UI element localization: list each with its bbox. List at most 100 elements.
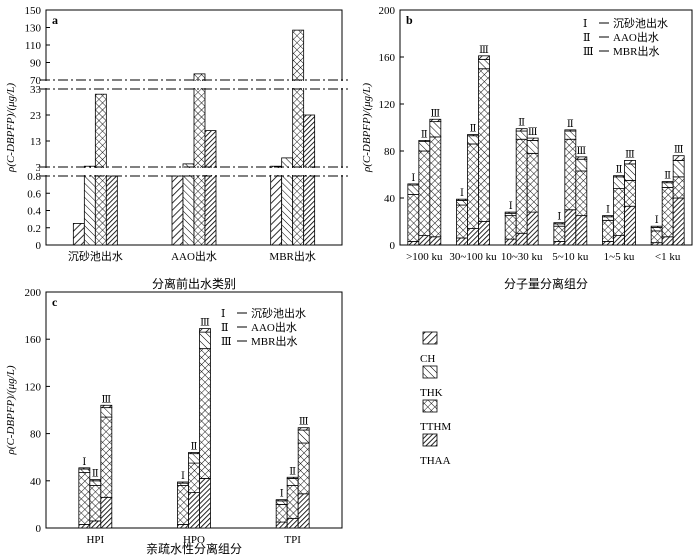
group-mark: Ⅰ [411,173,415,184]
bar-1-ku-g2-thaa [661,236,674,246]
bar-1-ku-g3-thk [672,159,685,178]
bar-1-ku-g1-thk [650,226,663,232]
bar-1-5-ku-g3-tthm [624,179,636,207]
bar-100-ku-g2-tthm [418,150,431,236]
x-tick-label: 30~100 ku [449,251,497,263]
bar-1-ku-g1-ch [650,225,663,228]
y-tick-label: 110 [25,40,42,52]
bar-tpi-g3-tthm [297,442,310,495]
y-tick-label: 40 [384,193,396,205]
x-tick-label: TPI [284,534,301,546]
group-mark: Ⅱ [191,441,198,452]
bar-mbr-ch [270,165,283,246]
x-tick-label: HPO [183,534,205,546]
bar-30-100-ku-g2-tthm [467,143,479,229]
legend: CH THK TTHM THAA [420,331,451,467]
group-mark: Ⅲ [674,145,684,156]
y-tick-label: 90 [30,58,42,70]
bar-1-5-ku-g1-thaa [602,241,614,246]
bar-100-ku-g2-thaa [418,235,431,246]
bar-10-30-ku-g3-thaa [526,211,539,246]
y-tick-label: 150 [25,5,42,17]
group-legend-mark: Ⅱ [583,32,590,44]
bar-100-ku-g3-thaa [429,236,442,246]
bar-10-30-ku-g2-thk [515,130,528,140]
bar-hpi-g2-tthm [89,485,102,522]
bar-hpi-g1-ch [78,467,91,470]
bar-tpi-g3-thaa [297,493,310,529]
x-tick-label: 5~10 ku [552,251,589,263]
group-mark: Ⅱ [421,129,428,140]
bar-hpi-g3-thk [100,407,113,418]
y-tick-label: 120 [25,381,42,393]
group-legend: Ⅰ 沉砂池出水 Ⅱ AAO出水 Ⅲ MBR出水 [583,16,668,58]
group-mark: Ⅰ [82,457,86,468]
bar-aao-thaa [204,130,217,246]
y-tick-label: 0 [36,240,42,252]
x-tick-label: 沉砂池出水 [68,249,123,263]
bar-5-10-ku-g3-thk [575,158,588,172]
group-mark: Ⅲ [102,394,112,405]
bar-hpi-g2-ch [89,479,102,482]
group-mark: Ⅰ [655,215,659,226]
bar-tpi-g3-thk [297,429,310,444]
bar-10-30-ku-g3-thk [526,140,539,154]
bar-30-100-ku-g1-thk [456,199,468,206]
bar-tpi-g1-thaa [275,521,288,529]
bar-10-30-ku-g2-tthm [515,138,528,234]
panel-label: c [52,295,58,309]
legend-label-thk: THK [420,387,443,399]
bar-30-100-ku-g2-thaa [467,228,479,246]
bar-hpo-g3-ch [199,328,211,333]
bar-hpo-g2-ch [188,452,200,455]
x-tick-label: >100 ku [406,251,443,263]
bar-x-ch [72,223,85,246]
bar-hpi-g2-thk [89,480,102,486]
group-mark: Ⅱ [664,171,671,182]
y-tick-label: 120 [379,99,396,111]
panel-b: b 0 40 80 120 160 200 ρ(C-DBPFP)/(μg/L) 分子量分离组分 >… [361,5,693,291]
bar-hpo-g1-tthm [177,485,189,525]
bar-hpo-g3-tthm [199,348,211,479]
bar-100-ku-g1-tthm [407,194,420,242]
bar-tpi-g3-ch [297,427,310,431]
group-legend: Ⅰ 沉砂池出水 Ⅱ AAO出水 Ⅲ MBR出水 [221,306,306,348]
bar-10-30-ku-g1-ch [504,211,517,214]
bar-100-ku-g3-tthm [429,136,442,238]
bar-10-30-ku-g3-tthm [526,152,539,213]
group-legend-mark: Ⅰ [583,18,587,30]
y-tick-label: 0.4 [27,206,41,218]
bar-10-30-ku-g1-thaa [504,238,517,246]
bar-hpi-g3-ch [100,404,113,409]
y-tick-label: 40 [30,476,42,488]
y-axis-label: ρ(C-DBPFP)/(μg/L) [5,83,17,173]
bar-10-30-ku-g3-ch [526,137,539,141]
y-tick-label: 0.6 [27,188,41,200]
group-mark: Ⅲ [200,318,210,329]
group-mark: Ⅱ [289,466,296,477]
bar-5-10-ku-g2-thaa [564,209,577,246]
group-mark: Ⅰ [606,205,610,216]
y-tick-label: 160 [379,52,396,64]
bar-100-ku-g2-ch [418,140,431,143]
bar-hpo-g3-thaa [199,478,211,529]
bar-1-5-ku-g3-thaa [624,205,636,246]
bar-1-ku-g2-tthm [661,187,674,238]
bar-5-10-ku-g3-ch [575,156,588,160]
group-mark: Ⅱ [470,124,477,135]
bar-30-100-ku-g2-ch [467,134,479,137]
group-mark: Ⅲ [528,127,538,138]
group-mark: Ⅰ [460,188,464,199]
bar-1-5-ku-g1-ch [602,215,614,218]
plot-frame [399,9,693,246]
bar-1-5-ku-g2-thaa [613,235,625,246]
bar-aao-tthm [193,73,206,246]
bar-mbr-thaa [303,114,316,246]
bar-hpo-g3-thk [199,331,211,350]
y-axis-label: ρ(C-DBPFP)/(μg/L) [5,365,17,455]
bar-tpi-g2-thaa [286,518,299,529]
y-tick-label: 160 [25,334,42,346]
bar-5-10-ku-g1-thaa [553,241,566,246]
bar-x-thk [83,165,96,246]
bar-5-10-ku-g2-tthm [564,138,577,211]
